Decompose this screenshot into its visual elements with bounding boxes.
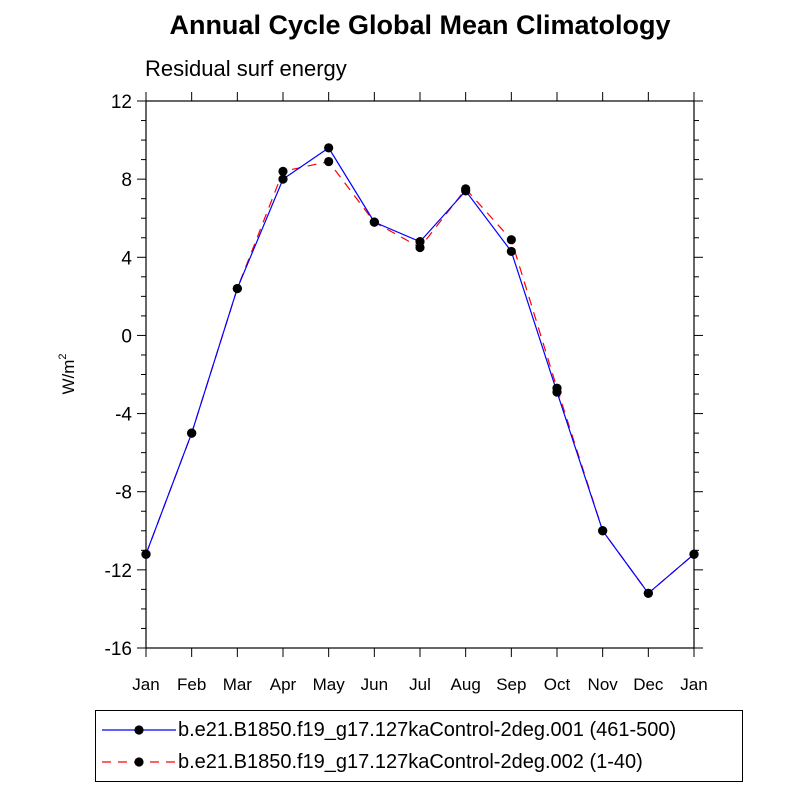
- legend-label-series-2: b.e21.B1850.f19_g17.127kaControl-2deg.00…: [178, 751, 643, 773]
- x-tick-label: Jan: [132, 675, 159, 694]
- data-point-series-2: [461, 184, 471, 194]
- plot-frame: [145, 100, 695, 649]
- y-tick-label: -16: [105, 639, 132, 660]
- legend-item-series-1: b.e21.B1850.f19_g17.127kaControl-2deg.00…: [96, 715, 742, 745]
- data-point-series-1: [278, 174, 288, 184]
- data-point-series-2: [278, 166, 288, 176]
- legend-symbol-series-2: [102, 757, 176, 767]
- x-tick-label: Apr: [270, 675, 297, 694]
- data-point-series-2: [141, 549, 151, 559]
- data-point-series-2: [369, 217, 379, 227]
- x-tick-label: Mar: [223, 675, 253, 694]
- data-point-series-2: [324, 156, 334, 167]
- y-tick-label: 8: [121, 170, 132, 191]
- axis-ticks: [137, 92, 703, 657]
- x-tick-label: Jul: [409, 675, 431, 694]
- x-tick-label: Feb: [177, 675, 206, 694]
- series-group: [141, 143, 699, 598]
- x-tick-label: Jun: [361, 675, 388, 694]
- y-tick-labels: -16 -12 -8 -4 0 4 8 12: [105, 92, 133, 660]
- y-tick-label: -8: [115, 483, 132, 504]
- y-axis-label: W/m2: [57, 353, 78, 394]
- x-tick-label: Dec: [633, 675, 664, 694]
- data-point-series-2: [187, 428, 197, 438]
- data-point-series-1: [506, 246, 516, 257]
- x-tick-label: Aug: [451, 675, 481, 694]
- legend-symbol-series-1: [102, 725, 176, 735]
- data-point-series-1: [324, 143, 334, 153]
- data-point-series-2: [506, 235, 516, 245]
- data-point-series-2: [552, 383, 562, 393]
- y-tick-label: 12: [111, 92, 132, 113]
- data-point-series-2: [232, 283, 242, 294]
- legend-label-series-1: b.e21.B1850.f19_g17.127kaControl-2deg.00…: [178, 719, 677, 741]
- x-tick-label: Sep: [496, 675, 526, 694]
- y-tick-label: -4: [115, 405, 132, 426]
- legend: b.e21.B1850.f19_g17.127kaControl-2deg.00…: [95, 710, 743, 782]
- y-tick-label: 0: [121, 326, 132, 347]
- chart-canvas: -16 -12 -8 -4 0 4 8 12 Jan Feb Mar Apr May Jun Jul Aug…: [57, 92, 708, 694]
- data-point-series-2: [689, 549, 699, 559]
- y-tick-label: -12: [105, 561, 132, 582]
- x-tick-label: Oct: [544, 675, 571, 694]
- data-point-series-2: [643, 588, 653, 598]
- x-tick-label: Nov: [588, 675, 619, 694]
- series-line-1: [145, 147, 695, 595]
- x-tick-labels: Jan Feb Mar Apr May Jun Jul Aug Sep Oct Nov Dec Jan: [132, 675, 707, 694]
- data-point-series-2: [598, 526, 608, 536]
- data-point-series-2: [415, 242, 425, 253]
- series-line-2: [145, 160, 695, 595]
- y-tick-label: 4: [121, 248, 132, 269]
- x-tick-label: Jan: [680, 675, 707, 694]
- y-axis-label-superscript: 2: [57, 353, 69, 359]
- chart-title: Annual Cycle Global Mean Climatology: [169, 10, 671, 40]
- legend-item-series-2: b.e21.B1850.f19_g17.127kaControl-2deg.00…: [96, 747, 742, 777]
- chart-subtitle: Residual surf energy: [145, 56, 347, 81]
- x-tick-label: May: [313, 675, 346, 694]
